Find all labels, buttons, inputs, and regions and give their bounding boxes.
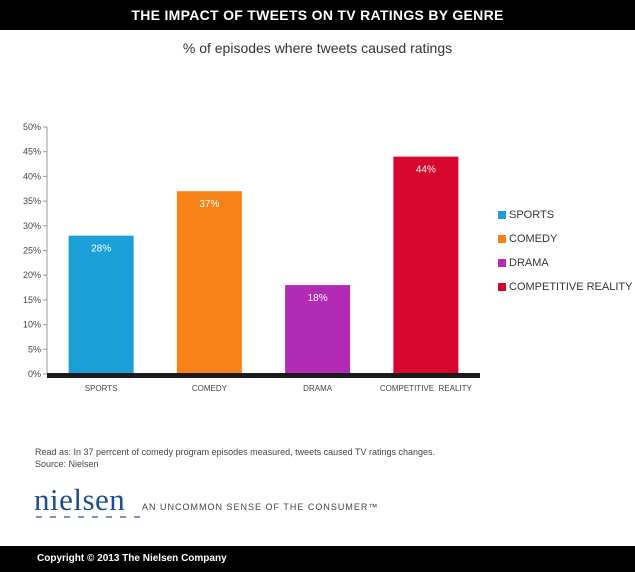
logo-dots — [36, 516, 140, 518]
logo-wordmark: nielsen — [34, 482, 126, 517]
x-tick-label: DRAMA — [303, 384, 333, 393]
legend-swatch-sports — [498, 211, 506, 219]
y-tick-label: 45% — [23, 147, 41, 157]
legend-swatch-comedy — [498, 235, 506, 243]
y-tick-label: 0% — [28, 369, 41, 379]
bar-3 — [285, 285, 351, 373]
legend-item-drama: DRAMA — [498, 251, 632, 275]
x-axis-baseline — [47, 373, 480, 378]
x-tick-label: SPORTS — [85, 384, 118, 393]
bar-1 — [68, 235, 134, 373]
bar-4 — [393, 156, 459, 373]
y-tick-label: 20% — [23, 270, 41, 280]
y-tick-label: 40% — [23, 171, 41, 181]
brand-tagline: AN UNCOMMON SENSE OF THE CONSUMER™ — [142, 502, 379, 512]
copyright-text: Copyright © 2013 The Nielsen Company — [37, 553, 227, 564]
legend: SPORTS COMEDY DRAMA COMPETITIVE REALITY — [498, 203, 632, 299]
y-tick-label: 50% — [23, 122, 41, 132]
legend-label-drama: DRAMA — [509, 257, 549, 269]
source-note: Source: Nielsen — [35, 459, 99, 469]
legend-label-sports: SPORTS — [509, 209, 555, 221]
legend-swatch-competitive-reality — [498, 283, 506, 291]
x-tick-label: COMPETITIVE REALITY — [380, 384, 473, 393]
data-label: 37% — [199, 199, 219, 210]
legend-swatch-drama — [498, 259, 506, 267]
y-tick-label: 30% — [23, 221, 41, 231]
x-tick-label: COMEDY — [192, 384, 228, 393]
title-bar: THE IMPACT OF TWEETS ON TV RATINGS BY GE… — [0, 0, 635, 30]
footer-bar: Copyright © 2013 The Nielsen Company — [0, 546, 635, 572]
legend-item-comedy: COMEDY — [498, 227, 632, 251]
y-tick-label: 5% — [28, 344, 41, 354]
chart-subtitle: % of episodes where tweets caused rating… — [182, 40, 453, 56]
data-label: 18% — [308, 293, 328, 304]
y-tick-label: 25% — [23, 246, 41, 256]
y-tick-label: 35% — [23, 196, 41, 206]
bar-2 — [176, 191, 242, 373]
legend-item-competitive-reality: COMPETITIVE REALITY — [498, 275, 632, 299]
bar-chart: 0% 5% 10% 15% 20% 25% 30% 35% 40% 45% 50% 28% SPORTS… — [23, 122, 480, 393]
legend-label-comedy: COMEDY — [509, 233, 558, 245]
chart-notes: Read as: In 37 perrcent of comedy progra… — [35, 446, 435, 470]
legend-item-sports: SPORTS — [498, 203, 632, 227]
read-as-note: Read as: In 37 perrcent of comedy progra… — [35, 447, 436, 457]
data-label: 44% — [416, 165, 436, 176]
legend-label-competitive-reality: COMPETITIVE REALITY — [509, 281, 633, 293]
y-tick-label: 10% — [23, 320, 41, 330]
y-tick-label: 15% — [23, 295, 41, 305]
chart-title: THE IMPACT OF TWEETS ON TV RATINGS BY GE… — [131, 7, 504, 23]
data-label: 28% — [91, 244, 111, 255]
nielsen-logo: nielsen — [34, 482, 140, 518]
